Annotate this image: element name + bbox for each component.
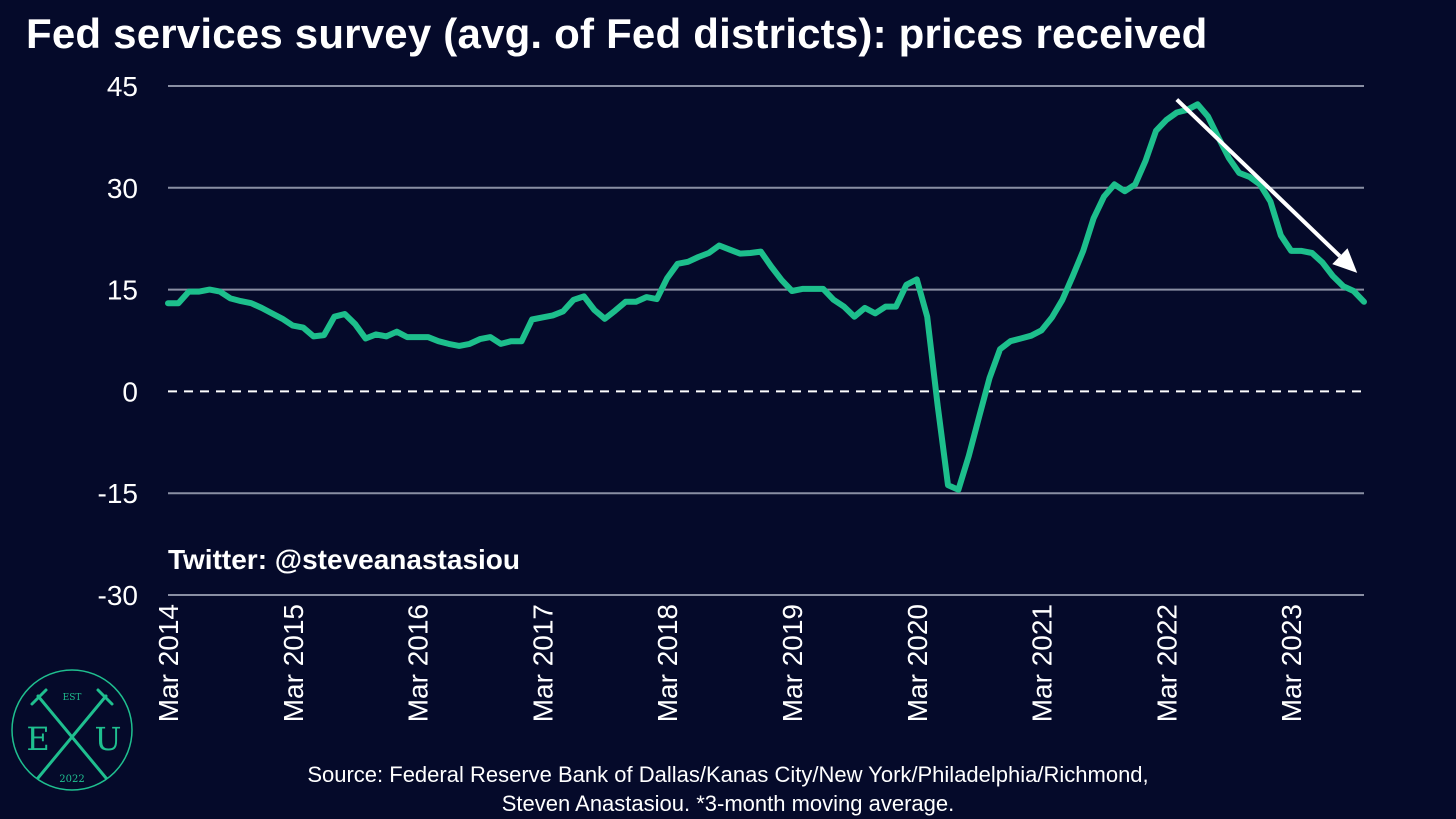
x-tick-label: Mar 2020 [902,604,933,722]
x-tick-label: Mar 2022 [1151,604,1182,722]
y-tick-label: -30 [98,580,138,611]
x-tick-label: Mar 2016 [403,604,434,722]
crossed-swords-icon [30,688,114,780]
chart-title: Fed services survey (avg. of Fed distric… [26,10,1208,57]
trend-arrow-head [1332,248,1358,273]
y-tick-label: 15 [107,275,138,306]
x-tick-label: Mar 2017 [527,604,558,722]
y-tick-label: 30 [107,173,138,204]
exu-logo: EST E U X 2022 [11,669,133,791]
x-tick-label: Mar 2021 [1027,604,1058,722]
gridlines [168,85,1364,596]
x-axis-tick-labels: Mar 2014 Mar 2015 Mar 2016 Mar 2017 Mar 2018… [153,604,1307,722]
trend-arrow-layer [1175,98,1358,273]
twitter-handle: Twitter: @steveanastasiou [168,544,520,575]
logo-letter-u: U [95,720,122,758]
source-line-2: Steven Anastasiou. *3-month moving avera… [501,791,955,816]
source-line-1: Source: Federal Reserve Bank of Dallas/K… [307,762,1149,787]
series-line [165,101,1367,493]
logo-est-text: EST [63,693,82,703]
x-tick-label: Mar 2015 [278,604,309,722]
x-tick-label: Mar 2014 [153,604,184,722]
y-tick-label: -15 [98,478,138,509]
x-tick-label: Mar 2018 [652,604,683,722]
y-tick-label: 0 [122,376,138,407]
logo-letter-e: E [26,720,49,758]
y-tick-label: 45 [107,71,138,102]
x-tick-label: Mar 2019 [777,604,808,722]
y-axis-tick-labels: 45 30 15 0 -15 -30 [98,71,138,611]
source-note: Source: Federal Reserve Bank of Dallas/K… [160,760,1296,818]
logo-year-text: 2022 [59,774,84,785]
trend-arrow-shaft [1175,98,1342,258]
x-tick-label: Mar 2023 [1276,604,1307,722]
logo-ring [11,669,133,791]
series-layer [165,101,1367,493]
